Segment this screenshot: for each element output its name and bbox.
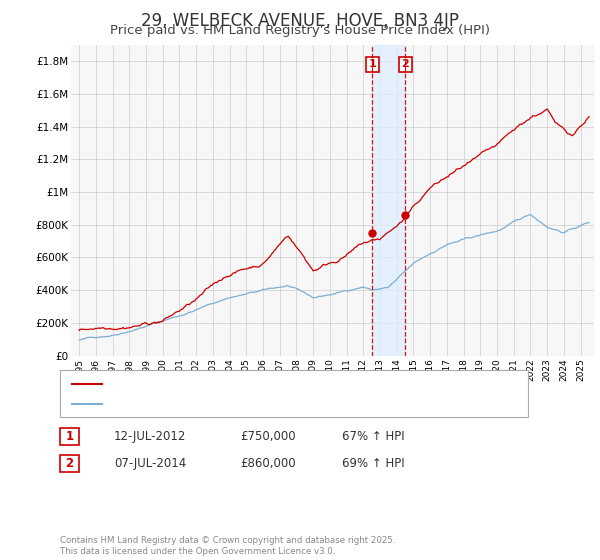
Text: 67% ↑ HPI: 67% ↑ HPI xyxy=(342,430,404,444)
Text: HPI: Average price, detached house, Brighton and Hove: HPI: Average price, detached house, Brig… xyxy=(108,399,398,409)
Text: 29, WELBECK AVENUE, HOVE, BN3 4JP (detached house): 29, WELBECK AVENUE, HOVE, BN3 4JP (detac… xyxy=(108,379,401,389)
Text: 1: 1 xyxy=(368,59,376,69)
Text: 29, WELBECK AVENUE, HOVE, BN3 4JP: 29, WELBECK AVENUE, HOVE, BN3 4JP xyxy=(141,12,459,30)
Bar xyxy=(372,45,406,356)
Text: £750,000: £750,000 xyxy=(240,430,296,444)
Text: £860,000: £860,000 xyxy=(240,457,296,470)
Text: Contains HM Land Registry data © Crown copyright and database right 2025.
This d: Contains HM Land Registry data © Crown c… xyxy=(60,536,395,556)
Text: 07-JUL-2014: 07-JUL-2014 xyxy=(114,457,186,470)
Text: Price paid vs. HM Land Registry's House Price Index (HPI): Price paid vs. HM Land Registry's House … xyxy=(110,24,490,36)
Text: 1: 1 xyxy=(65,430,74,444)
Text: 69% ↑ HPI: 69% ↑ HPI xyxy=(342,457,404,470)
Text: 2: 2 xyxy=(65,457,74,470)
Text: 2: 2 xyxy=(401,59,409,69)
Text: 12-JUL-2012: 12-JUL-2012 xyxy=(114,430,187,444)
